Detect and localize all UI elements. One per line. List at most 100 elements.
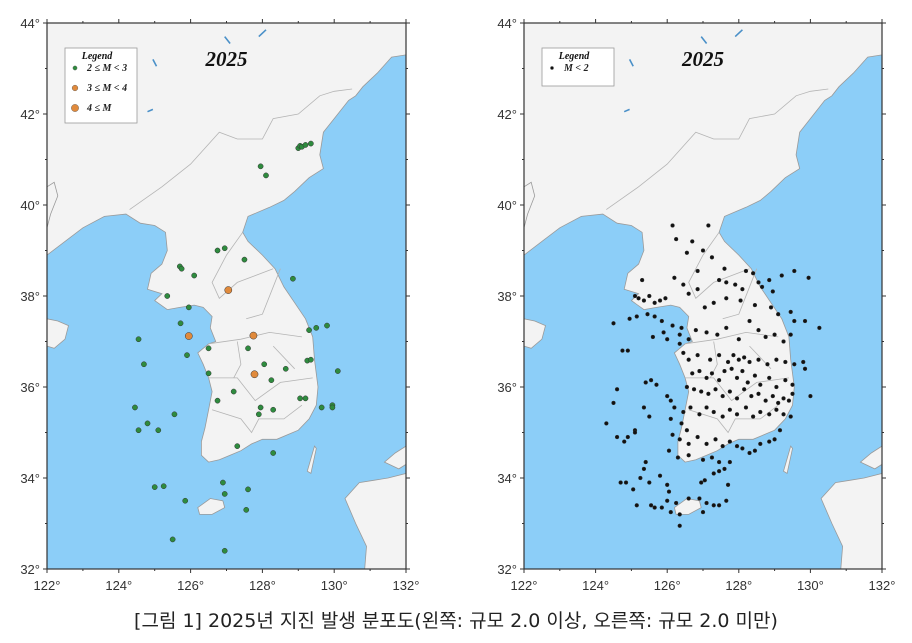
earthquake-point: [690, 371, 695, 376]
earthquake-point: [632, 430, 638, 435]
earthquake-point: [711, 503, 716, 508]
earthquake-point: [738, 298, 743, 303]
earthquake-point: [724, 498, 729, 503]
province-border: [272, 345, 295, 370]
earthquake-point: [684, 384, 690, 390]
earthquake-point: [708, 357, 713, 362]
earthquake-point: [715, 332, 720, 337]
map-panel-left: 122° 124° 126° 128° 130° 132° 32° 34° 36° 38° 40° 4…: [20, 16, 419, 593]
x-tick-label: 128°: [725, 578, 752, 593]
earthquake-point: [752, 302, 758, 308]
earthquake-point: [758, 441, 763, 447]
legend-label: 4 ≤ M: [86, 103, 112, 114]
earthquake-point: [740, 446, 745, 451]
earthquake-point: [788, 332, 793, 337]
earthquake-point: [768, 305, 774, 310]
x-tick-label: 126°: [654, 578, 681, 593]
earthquake-point: [641, 298, 647, 303]
earthquake-point: [783, 378, 788, 383]
earthquake-point: [740, 287, 745, 292]
earthquake-point: [783, 359, 788, 365]
earthquake-point: [184, 352, 190, 358]
earthquake-point: [614, 434, 620, 440]
earthquake-point: [716, 469, 722, 474]
earthquake-point: [306, 327, 312, 333]
earthquake-point: [716, 353, 722, 358]
earthquake-point: [702, 305, 707, 310]
earthquake-point: [634, 314, 639, 319]
earthquake-point: [677, 341, 682, 346]
earthquake-point: [666, 489, 672, 494]
earthquake-point: [654, 382, 659, 387]
earthquake-point: [734, 444, 740, 449]
earthquake-point: [695, 353, 700, 358]
y-tick-label: 40°: [497, 198, 517, 213]
earthquake-point: [665, 482, 670, 487]
earthquake-point: [750, 271, 756, 276]
earthquake-point: [743, 405, 749, 410]
earthquake-points: [132, 140, 341, 554]
y-tick-label: 34°: [497, 471, 517, 486]
earthquake-point: [722, 266, 727, 271]
land-liaodong: [47, 181, 59, 256]
earthquake-point: [702, 478, 707, 483]
earthquake-point: [611, 321, 616, 326]
earthquake-point: [178, 265, 185, 272]
earthquake-point: [659, 318, 664, 324]
earthquake-point: [686, 357, 691, 362]
lake: [734, 29, 743, 38]
earthquake-point: [282, 365, 289, 372]
earthquake-point: [774, 384, 779, 390]
earthquake-point: [184, 332, 193, 340]
province-border: [685, 331, 779, 345]
earthquake-point: [691, 387, 697, 392]
earthquake-point: [313, 325, 320, 331]
earthquake-point: [716, 378, 722, 383]
earthquake-point: [790, 382, 795, 387]
earthquake-point: [668, 416, 673, 422]
earthquake-point: [745, 380, 750, 385]
earthquake-point: [724, 296, 729, 301]
earthquake-point: [160, 483, 167, 490]
earthquake-point: [697, 412, 702, 417]
earthquake-point: [250, 370, 259, 379]
y-tick-label: 36°: [20, 380, 40, 395]
y-tick-label: 38°: [497, 289, 517, 304]
earthquake-point: [765, 362, 770, 367]
earthquake-point: [695, 268, 700, 274]
earthquake-point: [693, 327, 698, 333]
legend-label: 2 ≤ M < 3: [86, 63, 127, 74]
earthquake-point: [308, 356, 314, 363]
earthquake-point: [756, 327, 761, 333]
earthquake-point: [727, 407, 732, 412]
earthquake-point: [736, 337, 741, 342]
y-tick-label: 42°: [20, 107, 40, 122]
earthquake-point: [774, 357, 779, 362]
earthquake-point: [614, 387, 620, 392]
earthquake-point: [817, 325, 822, 331]
earthquake-point: [686, 453, 691, 458]
legend-title: Legend: [81, 51, 114, 62]
earthquake-point: [666, 448, 672, 453]
y-tick-label: 38°: [20, 289, 40, 304]
land-tsushima: [306, 445, 317, 475]
earthquake-point: [245, 345, 251, 352]
earthquake-point: [788, 414, 793, 419]
earthquake-point: [638, 475, 643, 481]
earthquake-point: [725, 359, 731, 365]
earthquake-point: [245, 486, 251, 493]
earthquake-point: [191, 272, 198, 279]
earthquake-point: [241, 256, 248, 263]
earthquake-points: [604, 223, 822, 528]
land-tsushima: [783, 445, 793, 475]
lake: [152, 59, 158, 67]
earthquake-point: [677, 332, 682, 337]
lake: [224, 36, 231, 44]
earthquake-point: [659, 505, 664, 510]
earthquake-point: [151, 484, 158, 490]
earthquake-point: [690, 239, 695, 244]
province-border: [129, 88, 353, 210]
earthquake-point: [758, 382, 763, 387]
land-jeju: [197, 498, 226, 515]
earthquake-point: [677, 437, 682, 442]
